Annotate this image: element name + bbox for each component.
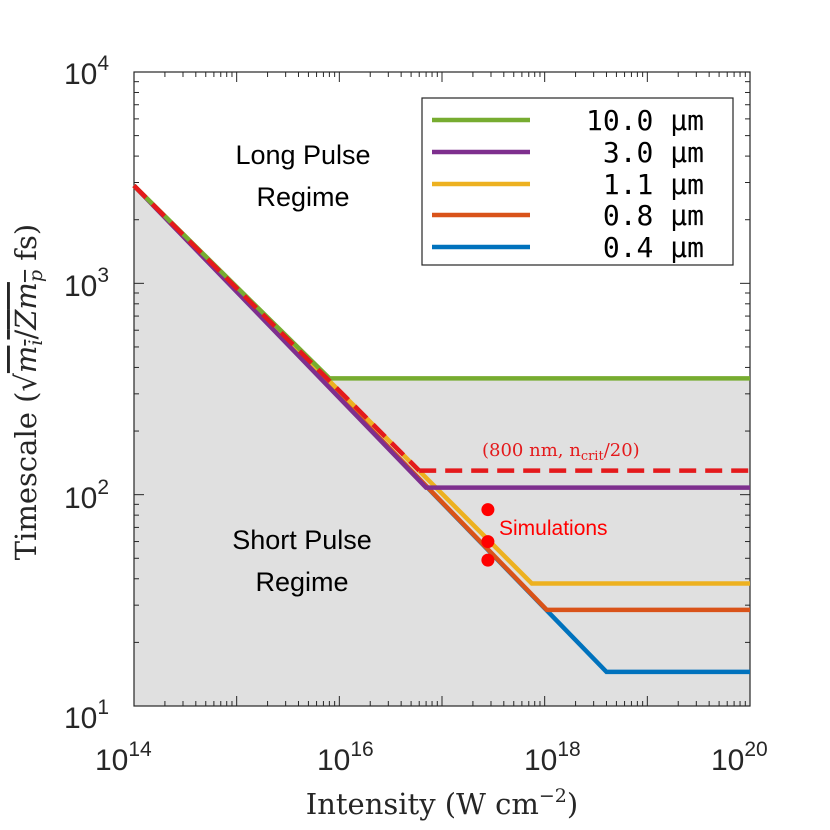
svg-text:Timescale (√mi/Zmp fs): Timescale (√mi/Zmp fs) xyxy=(9,224,47,561)
x-tick-label-1e18: 1018 xyxy=(524,738,581,777)
legend-label-10um: 10.0 μm xyxy=(586,104,704,137)
tick-marks xyxy=(133,71,751,707)
legend-label-0-4um: 0.4 μm xyxy=(603,231,704,264)
y-tick-label-1e2: 102 xyxy=(64,476,109,515)
simulation-point-1 xyxy=(481,503,495,517)
annotation-short-pulse-line2: Regime xyxy=(255,567,348,597)
annotation-long-pulse-line1: Long Pulse xyxy=(235,140,370,170)
simulations-label: Simulations xyxy=(499,517,608,540)
y-tick-label-1e3: 103 xyxy=(64,264,109,303)
y-axis-label: Timescale (√mi/Zmp fs) xyxy=(9,224,47,561)
x-axis-label: Intensity (W cm−2) xyxy=(306,785,578,821)
dashed-reference-diagonal xyxy=(132,184,421,473)
legend-label-0-8um: 0.8 μm xyxy=(603,199,704,232)
simulation-points xyxy=(481,503,495,567)
series-line-3-0-m xyxy=(132,184,750,490)
x-tick-label-1e14: 1014 xyxy=(95,738,152,777)
x-tick-label-1e16: 1016 xyxy=(317,738,374,777)
dashed-reference xyxy=(132,184,750,473)
legend-box xyxy=(421,97,734,266)
x-tick-label-1e20: 1020 xyxy=(711,738,768,777)
legend: 10.0 μm 3.0 μm 1.1 μm 0.8 μm 0.4 μm xyxy=(421,97,734,266)
legend-label-3um: 3.0 μm xyxy=(603,136,704,169)
simulation-point-3 xyxy=(481,553,495,567)
dashed-reference-label: (800 nm, ncrit/20) xyxy=(482,440,640,464)
y-tick-label-1e4: 104 xyxy=(64,52,109,91)
annotation-long-pulse-line2: Regime xyxy=(256,182,349,212)
y-tick-label-1e1: 101 xyxy=(64,696,109,735)
annotation-short-pulse-line1: Short Pulse xyxy=(232,525,372,555)
short-pulse-shaded-region xyxy=(134,185,750,707)
legend-label-1-1um: 1.1 μm xyxy=(603,168,704,201)
simulation-point-2 xyxy=(481,535,495,549)
